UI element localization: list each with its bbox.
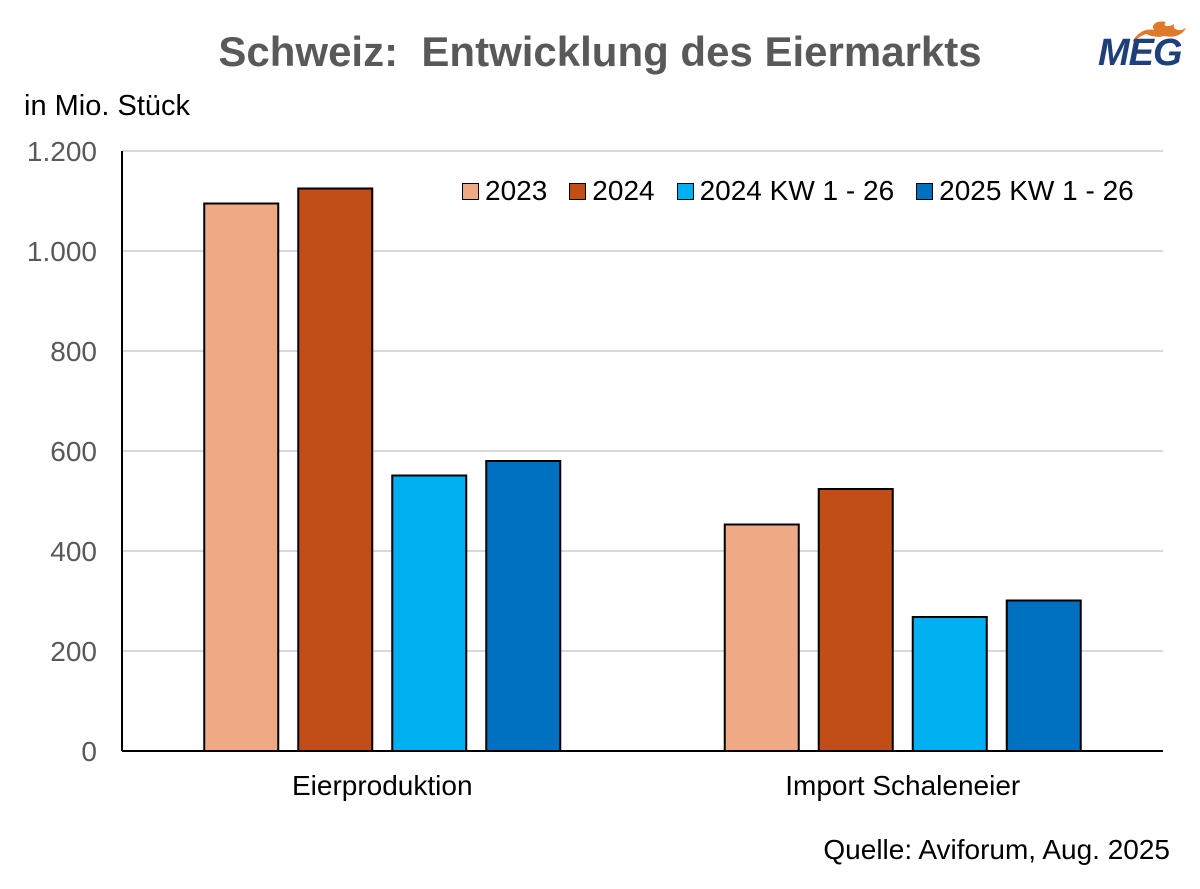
y-axis-unit-label: in Mio. Stück bbox=[24, 90, 190, 122]
legend-item: 2025 KW 1 - 26 bbox=[916, 175, 1134, 207]
bar bbox=[391, 474, 468, 752]
legend-item: 2024 bbox=[569, 175, 655, 207]
legend-label: 2024 bbox=[592, 175, 655, 206]
legend-swatch bbox=[462, 182, 479, 200]
bar bbox=[911, 616, 988, 752]
y-tick-label: 1.000 bbox=[27, 236, 97, 267]
bar bbox=[297, 187, 374, 752]
legend-swatch bbox=[916, 182, 934, 200]
y-tick-label: 400 bbox=[50, 536, 97, 567]
y-tick-label: 1.200 bbox=[27, 136, 97, 167]
y-tick-label: 200 bbox=[50, 636, 97, 667]
legend-label: 2023 bbox=[485, 175, 548, 206]
y-tick-label: 0 bbox=[81, 736, 97, 767]
bar bbox=[723, 523, 800, 752]
bar bbox=[203, 202, 280, 752]
legend-swatch bbox=[676, 182, 694, 200]
flame-icon bbox=[1132, 21, 1186, 42]
legend-swatch bbox=[569, 182, 587, 200]
legend-item: 2024 KW 1 - 26 bbox=[676, 175, 895, 207]
chart-title: Schweiz: Entwicklung des Eiermarkts bbox=[218, 28, 982, 75]
bar bbox=[485, 460, 562, 752]
legend: 2023 2024 2024 KW 1 - 26 2025 KW 1 - 26 bbox=[462, 175, 1134, 207]
meg-logo: MEG bbox=[1098, 18, 1194, 78]
x-category-label: Import Schaleneier bbox=[785, 770, 1020, 801]
logo-text: MEG bbox=[1098, 32, 1183, 74]
bar bbox=[1005, 599, 1082, 752]
source-note: Quelle: Aviforum, Aug. 2025 bbox=[823, 834, 1170, 865]
bar bbox=[817, 488, 894, 752]
y-tick-label: 800 bbox=[50, 336, 97, 367]
y-tick-label: 600 bbox=[50, 436, 97, 467]
legend-label: 2024 KW 1 - 26 bbox=[699, 175, 895, 206]
legend-item: 2023 bbox=[462, 175, 547, 207]
legend-label: 2025 KW 1 - 26 bbox=[939, 175, 1134, 206]
x-category-label: Eierproduktion bbox=[292, 770, 473, 801]
